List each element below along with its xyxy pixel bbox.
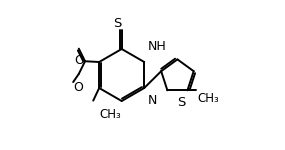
Text: S: S xyxy=(177,96,185,109)
Text: CH₃: CH₃ xyxy=(198,92,219,105)
Text: O: O xyxy=(73,81,83,94)
Text: NH: NH xyxy=(148,39,166,52)
Text: N: N xyxy=(148,94,157,107)
Text: S: S xyxy=(113,17,121,30)
Text: O: O xyxy=(74,54,84,67)
Text: CH₃: CH₃ xyxy=(100,108,121,121)
